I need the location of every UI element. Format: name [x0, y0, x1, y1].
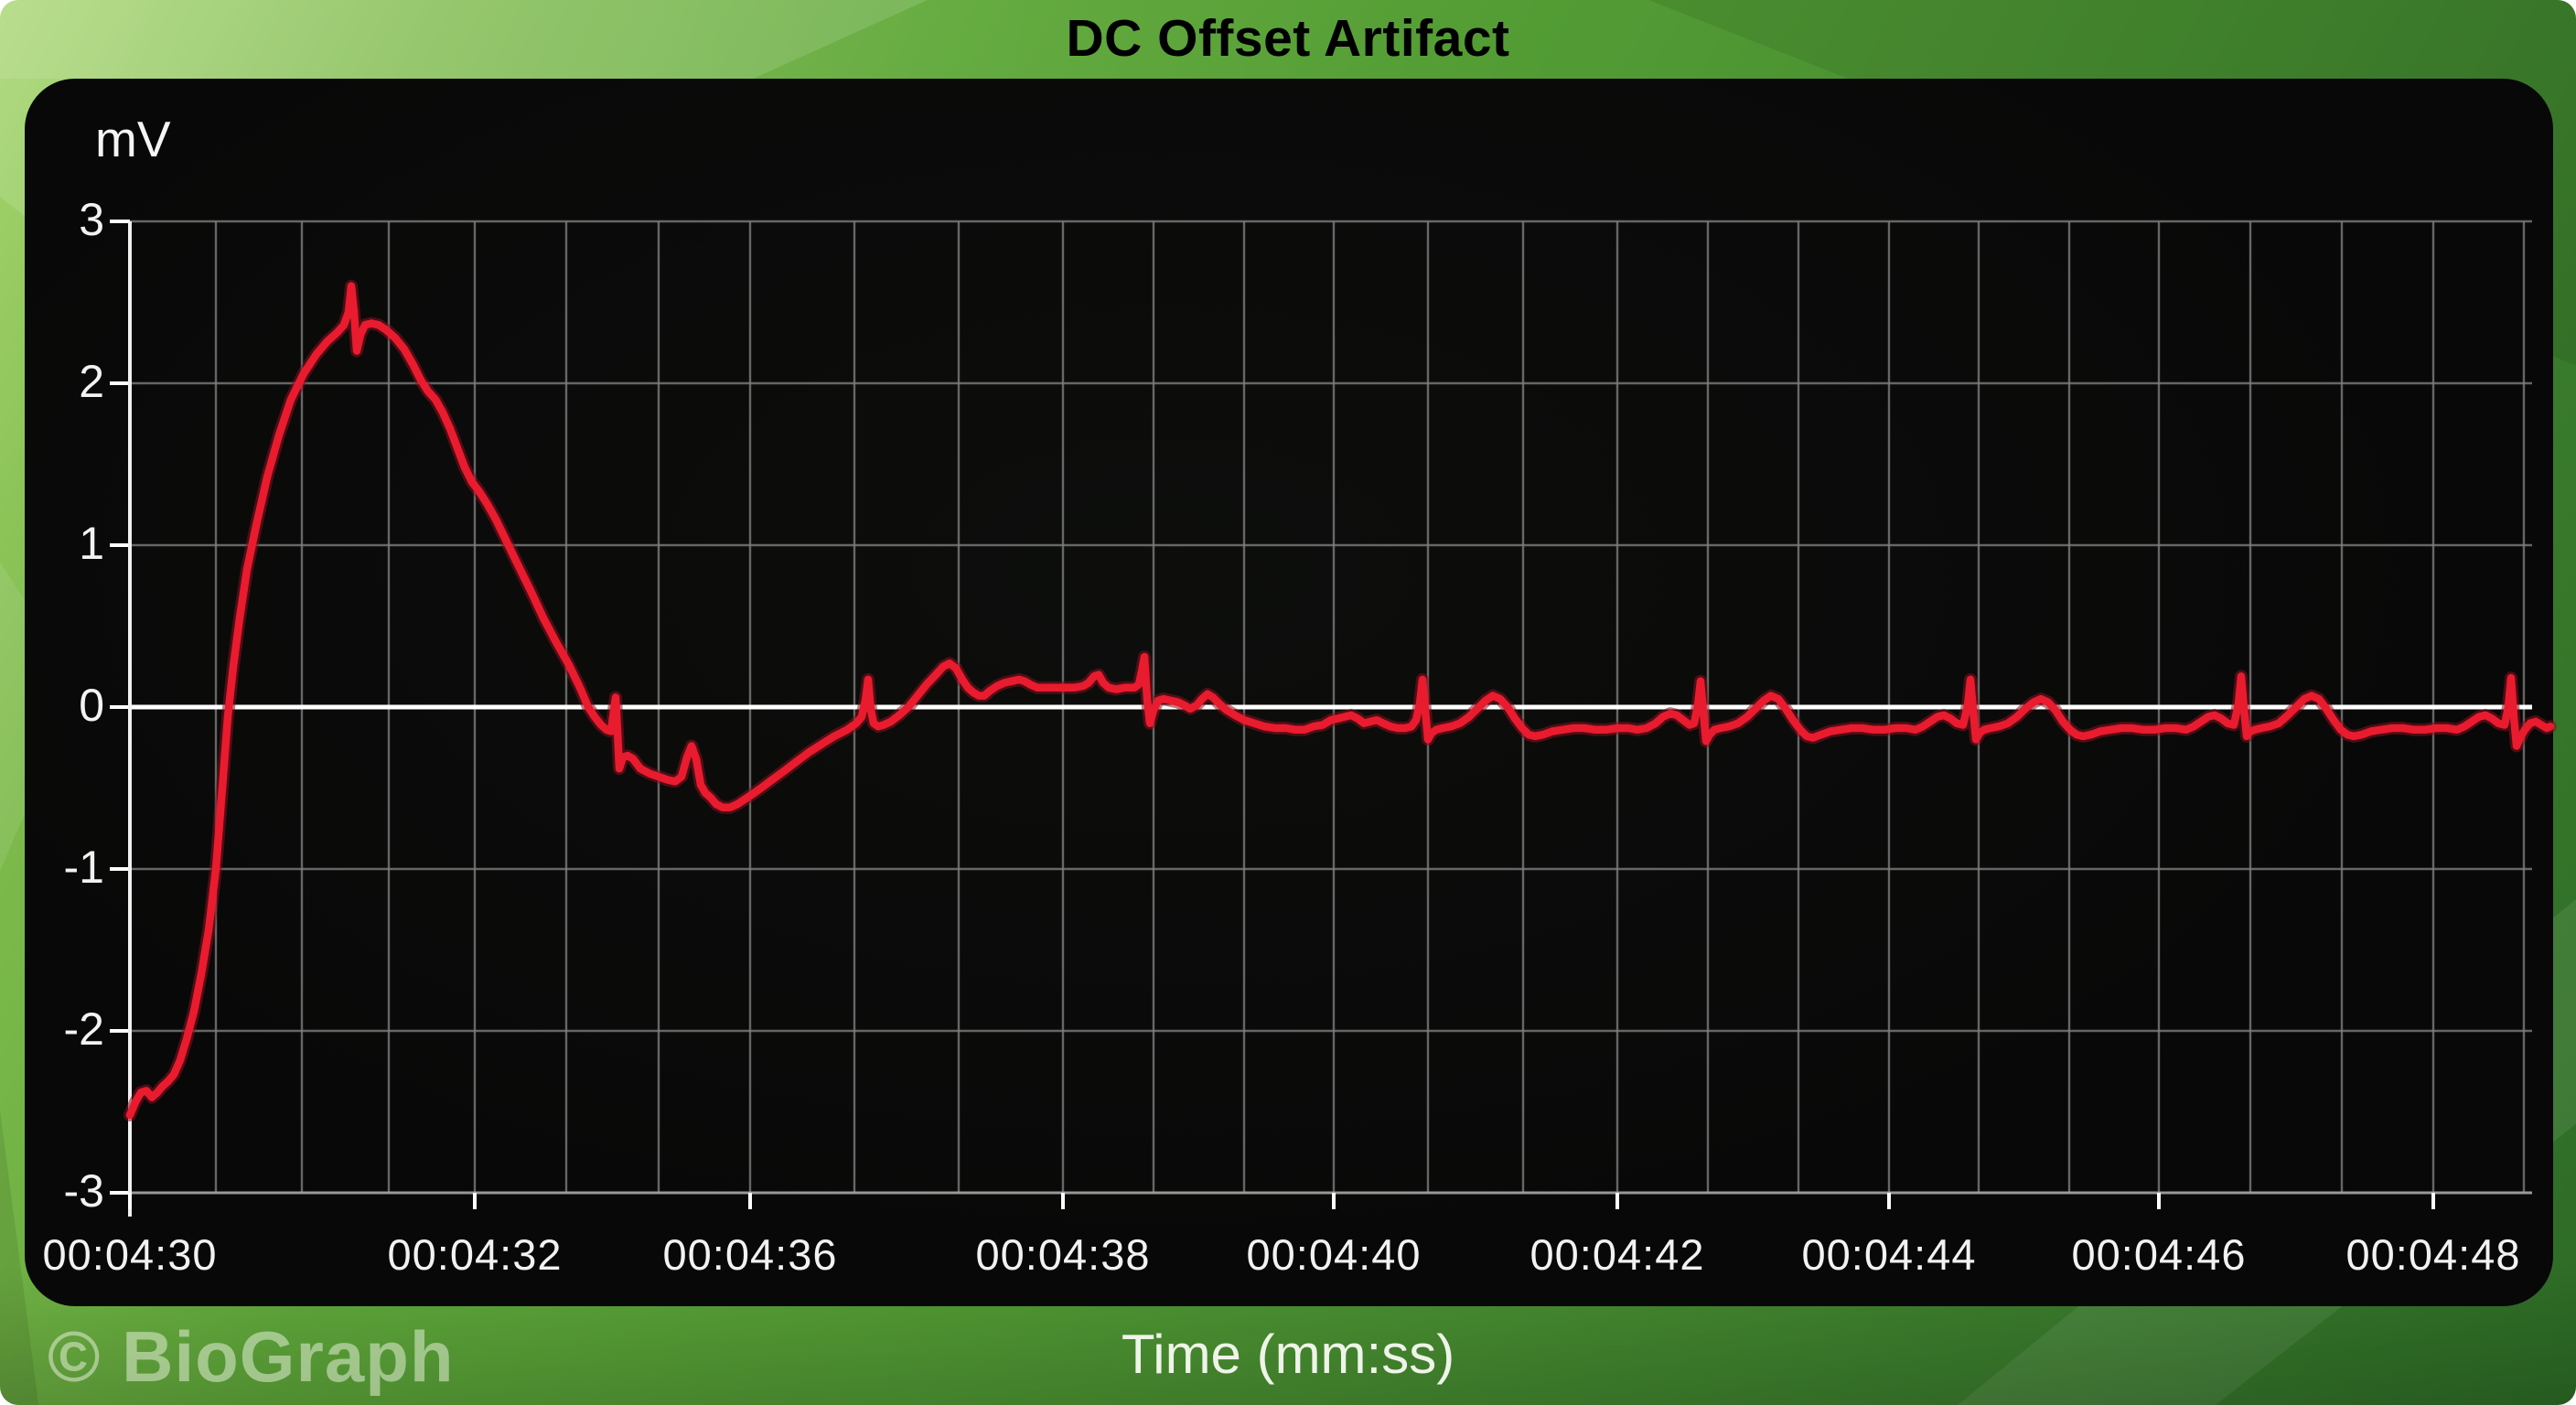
x-tick-label: 00:04:38: [975, 1230, 1151, 1279]
y-tick-label: -2: [63, 1003, 104, 1055]
y-tick-label: -3: [63, 1165, 104, 1217]
x-tick-label: 00:04:42: [1530, 1230, 1705, 1279]
y-axis-unit-label: mV: [95, 111, 171, 167]
x-tick-label: 00:04:32: [387, 1230, 563, 1279]
x-tick-label: 00:04:40: [1246, 1230, 1422, 1279]
chart-panel: [25, 79, 2553, 1306]
watermark: © BioGraph: [48, 1316, 455, 1397]
y-tick-label: -1: [63, 842, 104, 893]
x-tick-label: 00:04:44: [1801, 1230, 1977, 1279]
chart-title: DC Offset Artifact: [1066, 9, 1510, 68]
y-tick-label: 0: [79, 680, 104, 731]
x-tick-label: 00:04:48: [2345, 1230, 2521, 1279]
x-tick-label: 00:04:46: [2071, 1230, 2247, 1279]
y-tick-label: 1: [79, 518, 104, 569]
y-tick-label: 2: [79, 356, 104, 407]
x-axis-title: Time (mm:ss): [1121, 1324, 1455, 1385]
x-tick-label: 00:04:36: [662, 1230, 838, 1279]
x-tick-label: 00:04:30: [42, 1230, 218, 1279]
y-tick-label: 3: [79, 194, 104, 245]
